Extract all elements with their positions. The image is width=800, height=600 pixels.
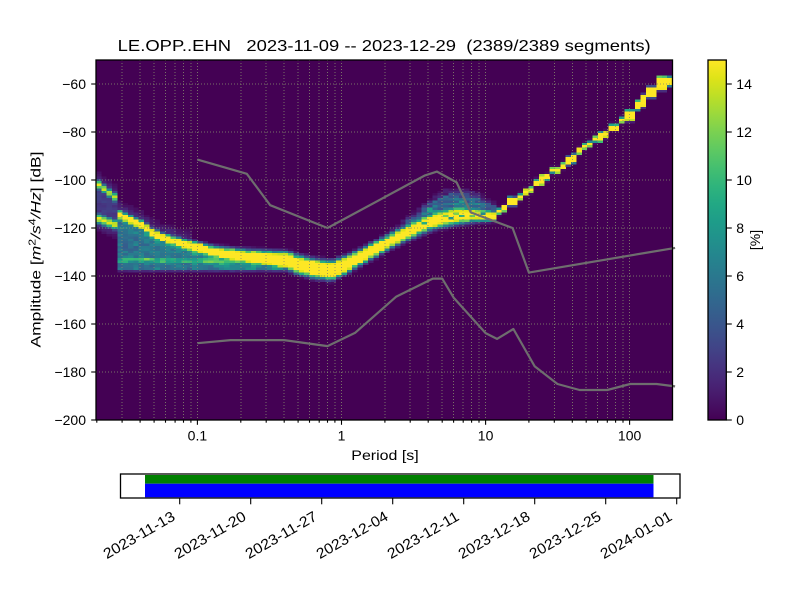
svg-text:Period [s]: Period [s] <box>351 447 418 463</box>
svg-text:10: 10 <box>736 172 752 188</box>
svg-text:−160: −160 <box>54 316 86 332</box>
svg-text:0.1: 0.1 <box>188 428 208 444</box>
svg-text:−200: −200 <box>54 412 86 428</box>
svg-text:2: 2 <box>736 364 744 380</box>
svg-text:−180: −180 <box>54 364 86 380</box>
svg-text:−60: −60 <box>62 76 86 92</box>
svg-text:14: 14 <box>736 76 752 92</box>
svg-text:6: 6 <box>736 268 744 284</box>
svg-text:Amplitude [m2/s4/Hz] [dB]: Amplitude [m2/s4/Hz] [dB] <box>28 152 44 348</box>
svg-text:100: 100 <box>618 428 642 444</box>
svg-text:1: 1 <box>338 428 346 444</box>
svg-text:−140: −140 <box>54 268 86 284</box>
svg-text:[%]: [%] <box>747 230 763 250</box>
svg-text:−80: −80 <box>62 124 86 140</box>
svg-text:8: 8 <box>736 220 744 236</box>
svg-text:0: 0 <box>736 412 744 428</box>
svg-text:−120: −120 <box>54 220 86 236</box>
svg-text:12: 12 <box>736 124 752 140</box>
svg-text:10: 10 <box>478 428 494 444</box>
svg-text:LE.OPP..EHN 2023-11-09 -- 20: LE.OPP..EHN 2023-11-09 -- 2023-12-29 (23… <box>118 38 651 55</box>
svg-text:4: 4 <box>736 316 744 332</box>
svg-text:−100: −100 <box>54 172 86 188</box>
